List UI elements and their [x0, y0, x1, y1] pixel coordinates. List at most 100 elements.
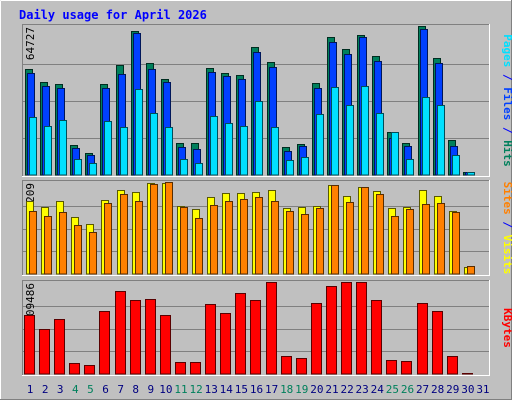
bar-pages-day-26 — [406, 159, 414, 176]
x-tick-label-31: 31 — [476, 383, 489, 396]
legend-entry: Pages — [501, 34, 512, 67]
x-tick-label-15: 15 — [235, 383, 248, 396]
x-tick-label-24: 24 — [371, 383, 385, 396]
bar-kbytes-day-3 — [54, 319, 65, 375]
bar-pages-day-5 — [89, 163, 97, 176]
bar-sites-day-19 — [301, 214, 309, 275]
bar-kbytes-day-14 — [220, 313, 231, 375]
bar-pages-day-24 — [376, 113, 384, 176]
bar-kbytes-day-9 — [145, 299, 156, 375]
bar-sites-day-12 — [195, 218, 203, 275]
bar-pages-day-12 — [195, 163, 203, 176]
bar-sites-day-24 — [376, 194, 384, 275]
x-tick-label-23: 23 — [356, 383, 369, 396]
bar-sites-day-26 — [406, 209, 414, 275]
bar-pages-day-19 — [301, 157, 309, 176]
x-tick-label-19: 19 — [295, 383, 308, 396]
bar-pages-day-21 — [331, 87, 339, 176]
x-tick-label-30: 30 — [461, 383, 474, 396]
bar-pages-day-3 — [59, 120, 67, 176]
bar-kbytes-day-28 — [432, 311, 443, 375]
bar-kbytes-day-26 — [401, 361, 412, 375]
bar-pages-day-16 — [255, 101, 263, 176]
bar-kbytes-day-7 — [115, 291, 126, 375]
bar-pages-day-8 — [135, 89, 143, 176]
bar-kbytes-day-27 — [417, 303, 428, 375]
bar-pages-day-17 — [271, 127, 279, 176]
bar-pages-day-30 — [467, 172, 475, 176]
bar-sites-day-29 — [452, 212, 460, 275]
y-axis-legend: Pages / Files / Hits — [501, 34, 512, 167]
x-tick-label-7: 7 — [117, 383, 124, 396]
bar-pages-day-25 — [391, 132, 399, 176]
chart-title: Daily usage for April 2026 — [19, 8, 207, 22]
legend-entry: Sites — [501, 182, 512, 215]
bar-sites-day-21 — [331, 185, 339, 275]
x-tick-label-1: 1 — [27, 383, 34, 396]
x-tick-label-18: 18 — [280, 383, 293, 396]
x-tick-label-17: 17 — [265, 383, 278, 396]
bar-sites-day-9 — [150, 184, 158, 275]
bar-pages-day-11 — [180, 159, 188, 176]
bar-sites-day-4 — [74, 225, 82, 275]
y-axis-legend: Sites / Visits — [501, 182, 512, 275]
bar-sites-day-10 — [165, 182, 173, 275]
bar-sites-day-11 — [180, 207, 188, 275]
y-max-label: 64727 — [24, 27, 37, 60]
legend-entry: Hits — [501, 140, 512, 167]
bar-pages-day-28 — [437, 105, 445, 176]
legend-entry: Files — [501, 87, 512, 120]
bar-kbytes-day-15 — [235, 293, 246, 375]
bar-sites-day-15 — [240, 199, 248, 275]
bar-pages-day-1 — [29, 117, 37, 176]
bar-pages-day-6 — [104, 121, 112, 176]
bar-pages-day-22 — [346, 105, 354, 176]
x-tick-label-26: 26 — [401, 383, 414, 396]
x-tick-label-10: 10 — [159, 383, 172, 396]
bar-kbytes-day-29 — [447, 356, 458, 375]
bar-kbytes-day-12 — [190, 362, 201, 375]
bar-pages-day-7 — [120, 127, 128, 176]
bar-sites-day-3 — [59, 212, 67, 275]
bar-pages-day-18 — [286, 160, 294, 176]
bar-sites-day-16 — [255, 197, 263, 275]
x-tick-label-9: 9 — [148, 383, 155, 396]
x-tick-label-22: 22 — [340, 383, 353, 396]
bar-kbytes-day-5 — [84, 365, 95, 375]
bar-sites-day-6 — [104, 203, 112, 275]
x-tick-label-25: 25 — [386, 383, 399, 396]
x-tick-label-13: 13 — [205, 383, 218, 396]
bar-pages-day-29 — [452, 155, 460, 176]
bar-pages-day-15 — [240, 126, 248, 176]
bar-kbytes-day-17 — [266, 282, 277, 375]
x-tick-label-6: 6 — [102, 383, 109, 396]
bar-sites-day-20 — [316, 208, 324, 275]
bar-kbytes-day-8 — [130, 300, 141, 375]
x-tick-label-5: 5 — [87, 383, 94, 396]
series-kbytes — [24, 282, 473, 375]
bar-sites-day-7 — [120, 194, 128, 275]
x-tick-label-4: 4 — [72, 383, 79, 396]
legend-entry: / — [501, 215, 512, 235]
x-tick-label-14: 14 — [220, 383, 234, 396]
bar-sites-day-1 — [29, 211, 37, 275]
bar-sites-day-23 — [361, 187, 369, 275]
x-tick-label-28: 28 — [431, 383, 444, 396]
bar-kbytes-day-20 — [311, 303, 322, 375]
bar-sites-day-13 — [210, 205, 218, 275]
bar-pages-day-27 — [422, 97, 430, 176]
legend-entry: / — [501, 120, 512, 140]
bar-sites-day-22 — [346, 202, 354, 275]
bar-kbytes-day-22 — [341, 282, 352, 375]
bar-kbytes-day-1 — [24, 315, 35, 375]
bar-pages-day-9 — [150, 113, 158, 176]
bar-kbytes-day-18 — [281, 356, 292, 375]
bar-kbytes-day-23 — [356, 282, 367, 375]
bar-pages-day-13 — [210, 116, 218, 176]
bar-sites-day-18 — [286, 211, 294, 275]
x-tick-label-29: 29 — [446, 383, 459, 396]
bar-pages-day-14 — [225, 123, 233, 176]
x-tick-label-16: 16 — [250, 383, 263, 396]
series-sites — [29, 182, 475, 275]
